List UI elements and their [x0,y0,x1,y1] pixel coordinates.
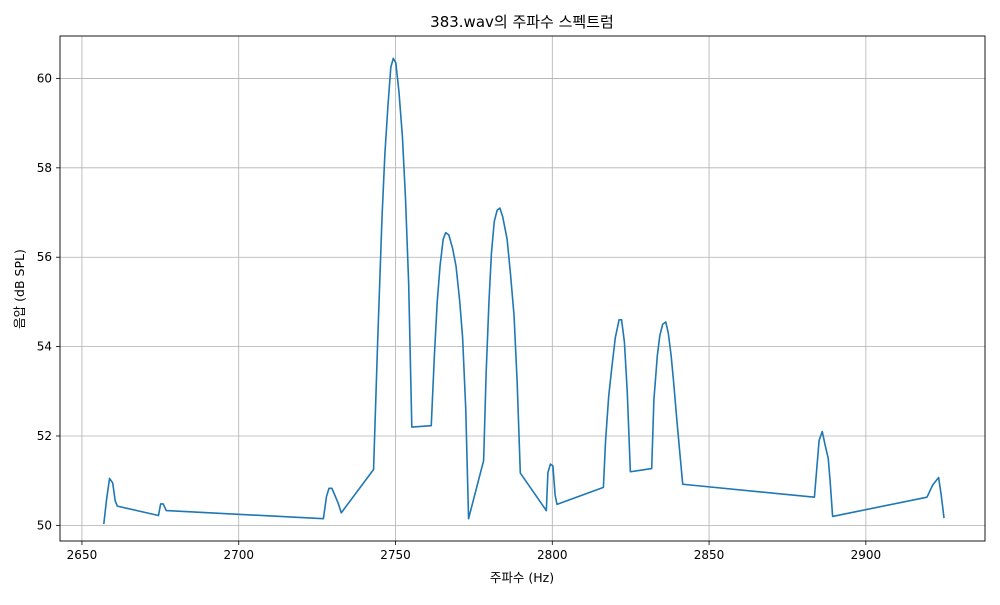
x-tick-label: 2750 [380,548,411,562]
y-tick-label: 52 [37,429,52,443]
y-axis-title: 음압 (dB SPL) [12,249,27,329]
y-tick-label: 56 [37,250,52,264]
x-tick-label: 2900 [851,548,882,562]
x-tick-label: 2650 [67,548,98,562]
y-tick-label: 54 [37,340,52,354]
y-tick-label: 50 [37,518,52,532]
plot-area-frame [59,35,986,542]
y-tick-label: 60 [37,71,52,85]
x-axis-title: 주파수 (Hz) [490,570,554,585]
x-tick-label: 2850 [694,548,725,562]
grid-lines [60,36,985,541]
spectrum-series-line [103,57,945,525]
x-tick-label: 2800 [537,548,568,562]
axis-ticks: 2650 2700 2750 2800 2850 2900 50 52 54 56 58 60 [37,71,881,562]
chart-title: 383.wav의 주파수 스펙트럼 [430,13,614,31]
x-tick-label: 2700 [223,548,254,562]
y-tick-label: 58 [37,161,52,175]
